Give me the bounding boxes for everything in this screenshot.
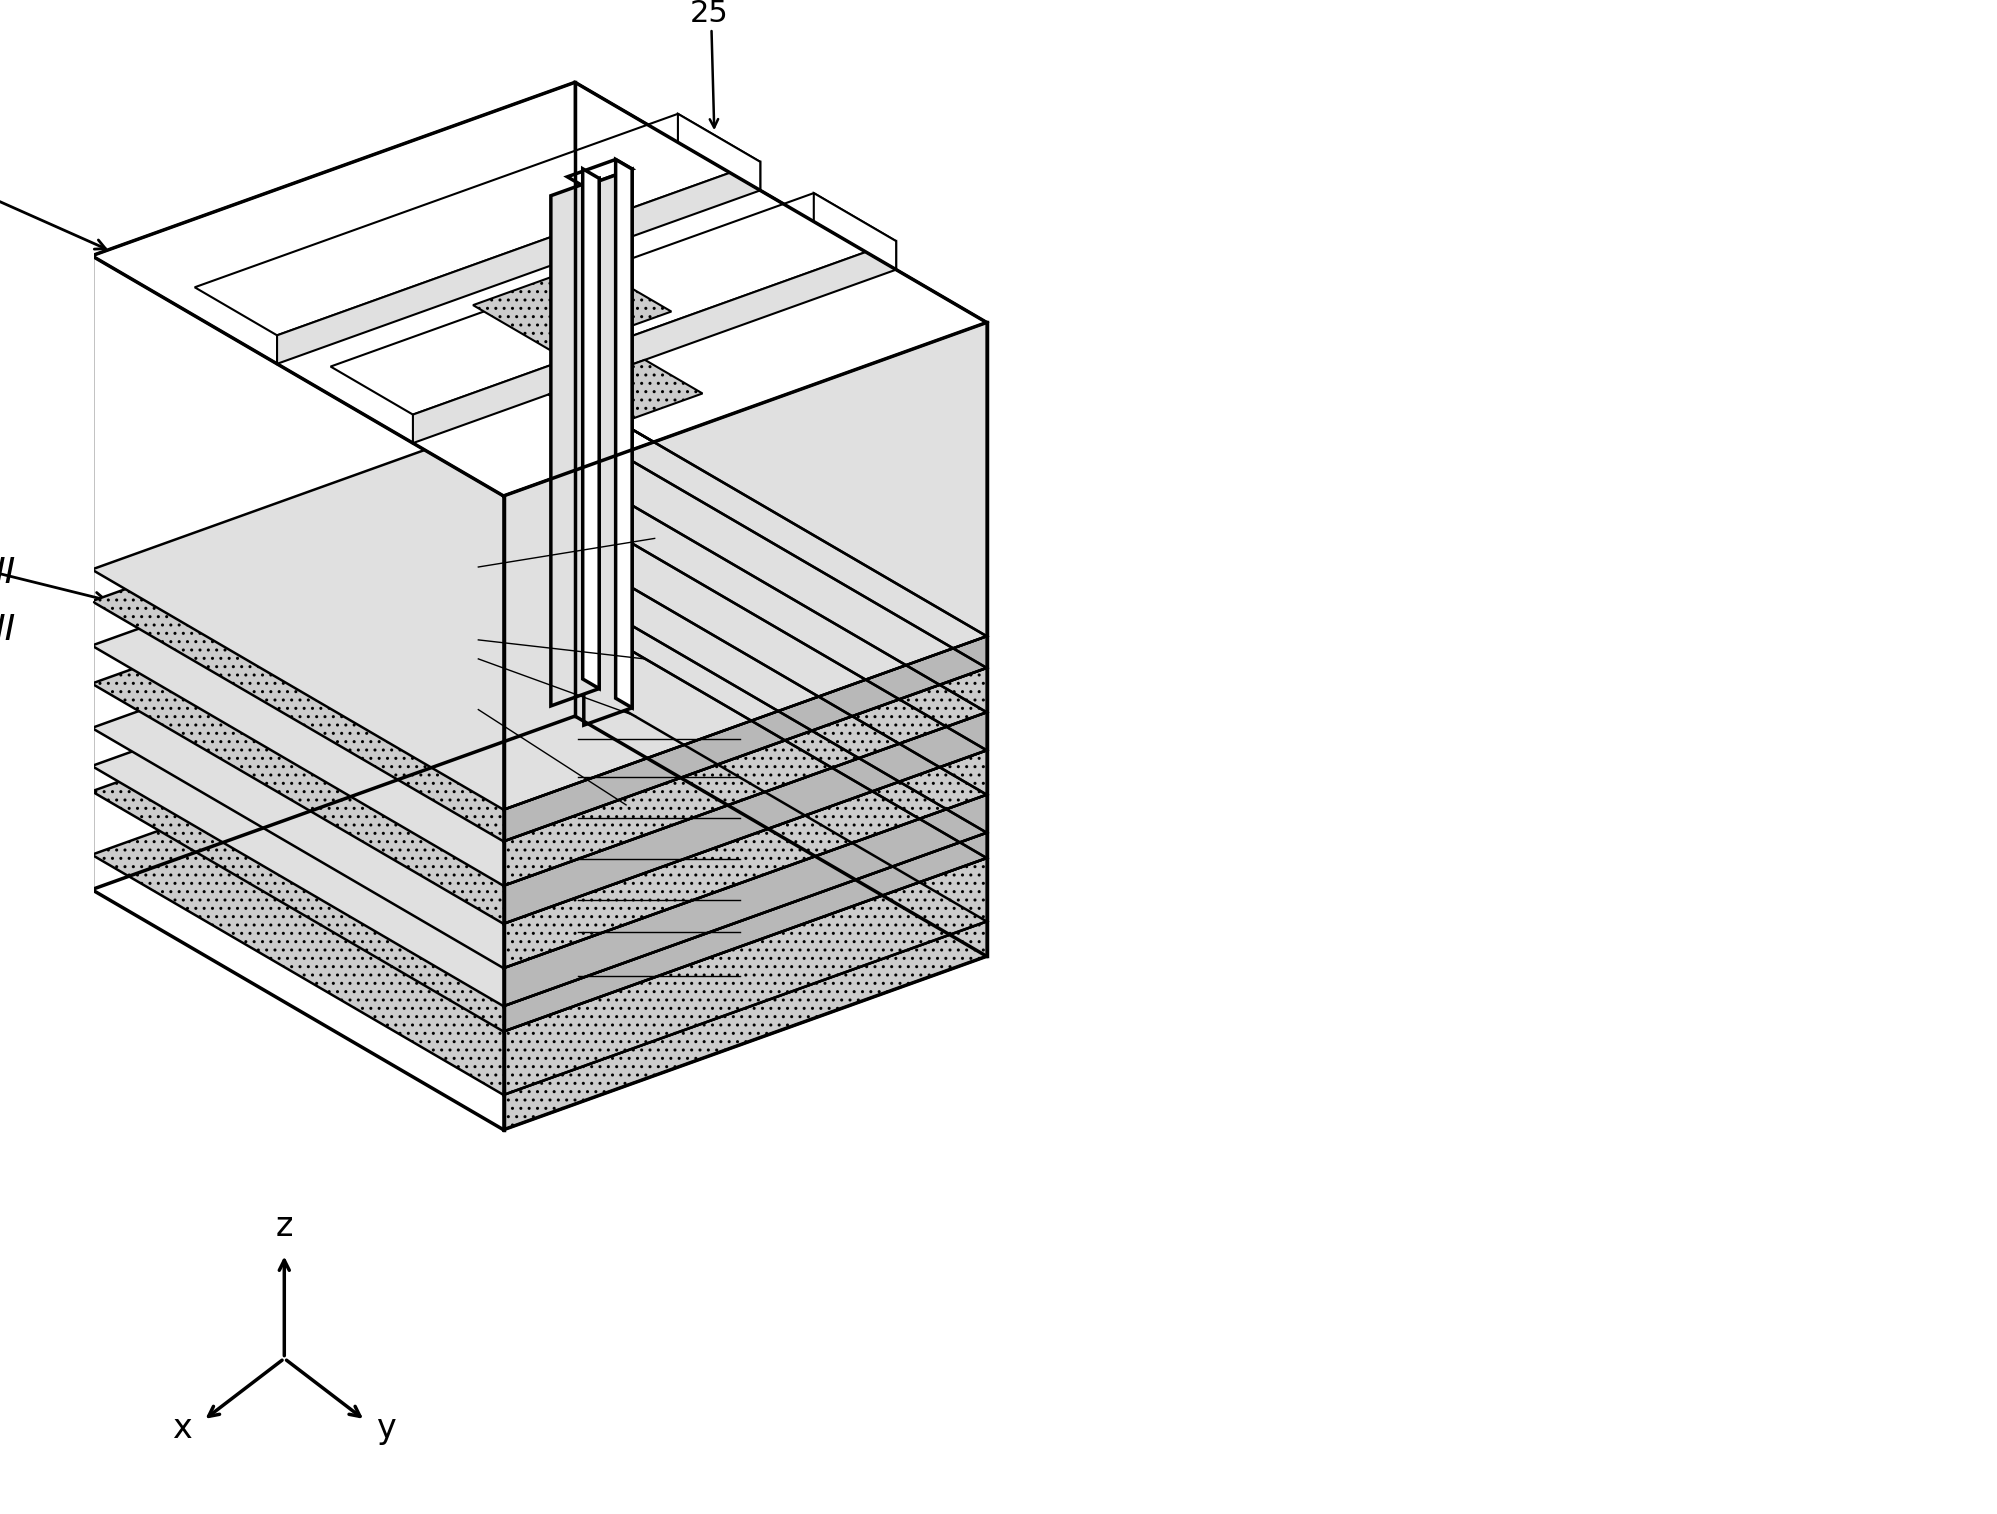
Polygon shape: [575, 592, 987, 858]
Polygon shape: [503, 668, 987, 886]
Text: x: x: [172, 1411, 192, 1444]
Text: 25: 25: [591, 375, 629, 404]
Polygon shape: [92, 82, 987, 497]
Text: II: II: [0, 613, 16, 646]
Polygon shape: [575, 428, 987, 712]
Text: z: z: [276, 1211, 294, 1243]
Text: 18a: 18a: [521, 763, 573, 790]
Text: 54a: 54a: [521, 725, 573, 752]
Polygon shape: [575, 554, 987, 833]
Polygon shape: [575, 618, 987, 922]
Polygon shape: [551, 179, 599, 706]
Text: y: y: [375, 1411, 395, 1444]
Text: 1: 1: [555, 963, 573, 990]
Polygon shape: [473, 263, 671, 353]
Text: 11b: 11b: [649, 646, 701, 672]
Polygon shape: [278, 162, 761, 363]
Text: 23a: 23a: [521, 845, 573, 874]
Polygon shape: [583, 170, 633, 725]
Polygon shape: [92, 681, 987, 1095]
Polygon shape: [413, 241, 897, 444]
Text: 3: 3: [555, 917, 573, 946]
Text: 11c: 11c: [409, 409, 459, 436]
Text: 11: 11: [631, 792, 665, 818]
Polygon shape: [503, 795, 987, 1007]
Polygon shape: [503, 636, 987, 842]
Polygon shape: [615, 159, 633, 709]
Polygon shape: [332, 194, 897, 415]
Text: 10: 10: [471, 198, 513, 232]
Polygon shape: [503, 322, 987, 810]
Polygon shape: [503, 712, 987, 924]
Polygon shape: [92, 618, 987, 1031]
Polygon shape: [575, 510, 987, 795]
Polygon shape: [583, 168, 599, 689]
Polygon shape: [503, 833, 987, 1031]
Polygon shape: [503, 922, 987, 1129]
Polygon shape: [503, 751, 987, 967]
Polygon shape: [575, 397, 987, 668]
Polygon shape: [92, 592, 987, 1007]
Polygon shape: [92, 472, 987, 886]
Text: 11a: 11a: [641, 702, 691, 730]
Polygon shape: [503, 858, 987, 1095]
Text: II: II: [0, 556, 16, 589]
Polygon shape: [575, 82, 987, 636]
Polygon shape: [677, 114, 761, 191]
Polygon shape: [0, 235, 92, 306]
Text: 11c: 11c: [659, 525, 707, 551]
Polygon shape: [194, 114, 761, 335]
Text: 52a: 52a: [521, 804, 573, 833]
Polygon shape: [567, 159, 633, 186]
Text: 50a: 50a: [521, 886, 573, 914]
Polygon shape: [815, 194, 897, 269]
Polygon shape: [92, 510, 987, 924]
Polygon shape: [92, 554, 987, 967]
Polygon shape: [575, 681, 987, 957]
Polygon shape: [575, 472, 987, 751]
Text: 25: 25: [691, 0, 729, 29]
Polygon shape: [0, 574, 92, 645]
Polygon shape: [92, 397, 987, 810]
Text: 16a: 16a: [783, 946, 835, 974]
Polygon shape: [92, 428, 987, 842]
Polygon shape: [549, 360, 703, 428]
